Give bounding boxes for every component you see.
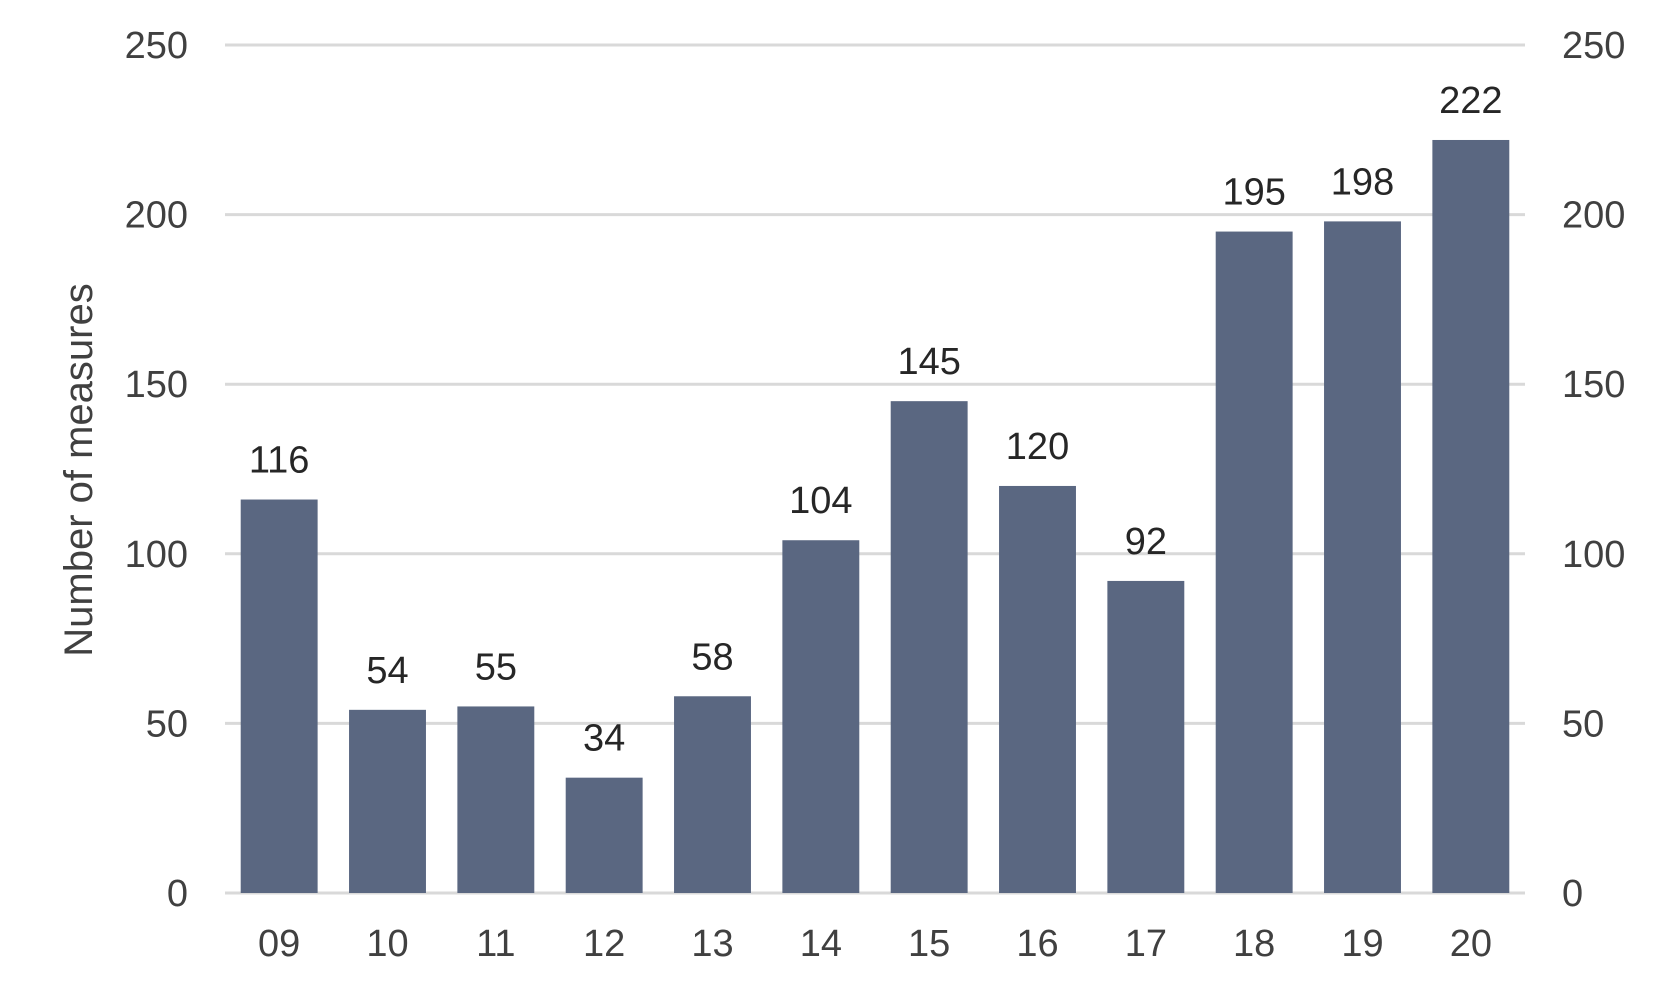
bar bbox=[565, 777, 643, 893]
data-label: 116 bbox=[249, 440, 310, 482]
x-tick-label: 11 bbox=[476, 923, 515, 965]
bar bbox=[999, 485, 1076, 893]
y-tick-label-left: 200 bbox=[125, 195, 188, 237]
bar bbox=[1215, 231, 1293, 893]
data-label: 120 bbox=[1006, 426, 1069, 468]
y-axis-title: Number of measures bbox=[57, 283, 101, 656]
data-label: 34 bbox=[583, 718, 625, 760]
bars bbox=[240, 139, 1510, 893]
x-tick-label: 16 bbox=[1016, 923, 1058, 965]
bar bbox=[349, 709, 426, 893]
x-tick-label: 13 bbox=[691, 923, 733, 965]
x-tick-label: 17 bbox=[1125, 923, 1167, 965]
bar bbox=[1324, 221, 1401, 893]
y-tick-label-right: 200 bbox=[1562, 195, 1625, 237]
y-tick-label-left: 50 bbox=[146, 703, 188, 745]
y-tick-label-left: 150 bbox=[125, 364, 188, 406]
x-tick-label: 15 bbox=[908, 923, 950, 965]
bar bbox=[1107, 580, 1185, 893]
gridlines bbox=[225, 43, 1525, 895]
y-tick-label-right: 50 bbox=[1562, 703, 1604, 745]
bar bbox=[1432, 139, 1510, 893]
data-label: 104 bbox=[789, 480, 852, 522]
bar bbox=[457, 706, 535, 893]
y-axis-left: 0 50 100 150 200 250 bbox=[125, 25, 188, 915]
data-label: 54 bbox=[366, 650, 408, 692]
y-tick-label-left: 0 bbox=[167, 873, 188, 915]
data-label: 58 bbox=[691, 636, 733, 678]
data-label: 195 bbox=[1222, 172, 1285, 214]
x-axis: 09 10 11 12 13 14 15 16 17 18 19 20 bbox=[258, 923, 1492, 965]
bar bbox=[890, 401, 968, 893]
x-tick-label: 20 bbox=[1450, 923, 1492, 965]
x-tick-label: 12 bbox=[583, 923, 625, 965]
data-label: 198 bbox=[1331, 161, 1394, 203]
y-tick-label-left: 100 bbox=[125, 534, 188, 576]
y-tick-label-right: 100 bbox=[1562, 534, 1625, 576]
data-label: 222 bbox=[1439, 80, 1502, 122]
y-axis-right: 0 50 100 150 200 250 bbox=[1562, 25, 1625, 915]
bar bbox=[782, 540, 860, 893]
data-label: 55 bbox=[475, 646, 517, 688]
y-tick-label-right: 0 bbox=[1562, 873, 1583, 915]
x-tick-label: 19 bbox=[1341, 923, 1383, 965]
x-tick-label: 14 bbox=[800, 923, 842, 965]
y-tick-label-right: 150 bbox=[1562, 364, 1625, 406]
y-tick-label-right: 250 bbox=[1562, 25, 1625, 67]
x-tick-label: 10 bbox=[366, 923, 408, 965]
x-tick-label: 18 bbox=[1233, 923, 1275, 965]
data-labels: 116 54 55 34 58 104 145 120 92 195 198 222 bbox=[249, 80, 1503, 760]
x-tick-label: 09 bbox=[258, 923, 300, 965]
bar bbox=[240, 499, 318, 893]
data-label: 92 bbox=[1125, 521, 1167, 563]
y-tick-label-left: 250 bbox=[125, 25, 188, 67]
data-label: 145 bbox=[897, 341, 960, 383]
bar bbox=[674, 696, 751, 893]
